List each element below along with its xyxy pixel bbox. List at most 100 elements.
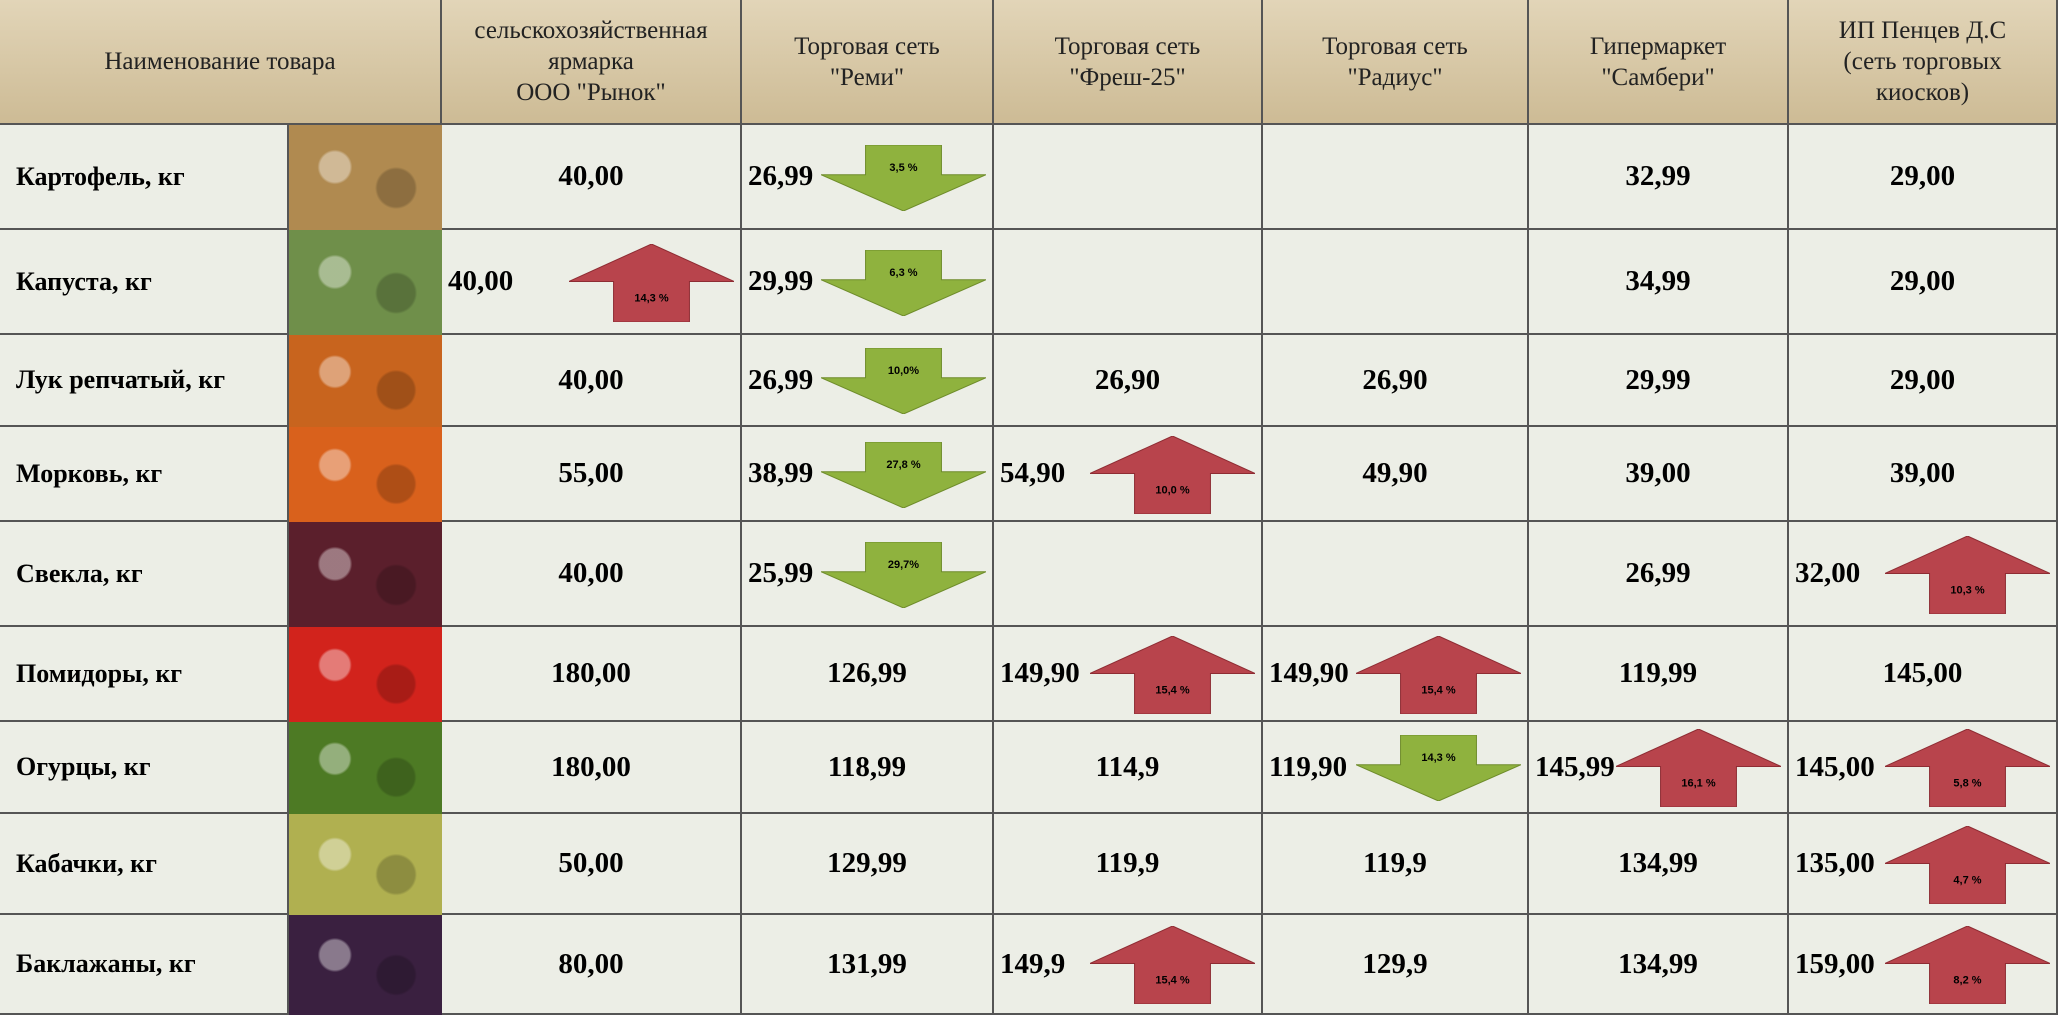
price-cell: 39,00: [1789, 427, 2058, 522]
column-header-text: Торговая сеть "Реми": [794, 31, 940, 93]
price-cell-text: 134,99: [1618, 948, 1698, 981]
price-cell: 49,90: [1263, 427, 1529, 522]
price-cell-text: 29,00: [1890, 160, 1955, 193]
product-name: Огурцы, кг: [0, 722, 289, 814]
column-header: Торговая сеть "Реми": [742, 0, 994, 125]
column-header-text: Торговая сеть "Радиус": [1322, 31, 1468, 93]
price-cell: 26,90: [1263, 335, 1529, 427]
down-arrow: 14,3 %: [1356, 735, 1521, 801]
price-cell-text: 134,99: [1618, 847, 1698, 880]
price-cell: 118,99: [742, 722, 994, 814]
column-header: Гипермаркет "Самбери": [1529, 0, 1789, 125]
price-table: Наименование товара сельскохозяйственная …: [0, 0, 2058, 1015]
price-cell-text: 32,99: [1625, 160, 1690, 193]
price-cell-text: 145,99: [1535, 751, 1615, 784]
down-arrow: 6,3 %: [821, 250, 986, 316]
price-cell-text: 180,00: [551, 751, 631, 784]
price-cell: 29,00: [1789, 230, 2058, 335]
price-cell-text: 159,00: [1795, 948, 1875, 981]
price-cell: 129,9: [1263, 915, 1529, 1015]
price-cell-text: 126,99: [827, 657, 907, 690]
product-name: Капуста, кг: [0, 230, 289, 335]
price-cell-text: 149,90: [1000, 657, 1080, 690]
price-cell-text: 40,00: [448, 265, 513, 298]
down-arrow: 10,0%: [821, 348, 986, 414]
price-cell-text: 29,99: [1625, 364, 1690, 397]
price-cell-text: 26,90: [1095, 364, 1160, 397]
column-header-text: Торговая сеть "Фреш-25": [1055, 31, 1201, 93]
price-cell-text: 54,90: [1000, 457, 1065, 490]
change-label: 14,3 %: [1421, 752, 1455, 764]
price-cell: 40,00: [442, 335, 742, 427]
price-cell-text: 119,99: [1619, 657, 1697, 690]
arrow-shape: [821, 145, 986, 211]
change-label: 4,7 %: [1953, 874, 1981, 886]
price-cell-text: 114,9: [1096, 751, 1160, 784]
price-cell-text: 135,00: [1795, 847, 1875, 880]
price-cell: 180,00: [442, 722, 742, 814]
product-name-text: Помидоры, кг: [16, 659, 182, 689]
price-cell-text: 40,00: [558, 364, 623, 397]
column-header: Торговая сеть "Фреш-25": [994, 0, 1263, 125]
column-header: ИП Пенцев Д.С (сеть торговых киосков): [1789, 0, 2058, 125]
product-photo: [289, 522, 442, 627]
up-arrow: 4,7 %: [1885, 826, 2050, 904]
arrow-shape: [821, 348, 986, 414]
change-label: 10,0%: [888, 365, 919, 377]
price-cell: 145,00: [1789, 627, 2058, 722]
price-cell-text: 26,99: [748, 160, 813, 193]
down-arrow: 27,8 %: [821, 442, 986, 508]
empty-cell: [994, 522, 1263, 627]
price-cell: 126,99: [742, 627, 994, 722]
empty-cell: [994, 230, 1263, 335]
price-cell: 54,90 10,0 %: [994, 427, 1263, 522]
arrow-shape: [1885, 536, 2050, 614]
product-name-text: Баклажаны, кг: [16, 949, 196, 979]
product-photo: [289, 814, 442, 915]
price-cell: 26,90: [994, 335, 1263, 427]
product-photo: [289, 125, 442, 230]
product-name-text: Морковь, кг: [16, 459, 162, 489]
price-cell: 29,99: [1529, 335, 1789, 427]
price-cell: 29,00: [1789, 335, 2058, 427]
arrow-shape: [1090, 436, 1255, 514]
price-cell-text: 145,00: [1795, 751, 1875, 784]
price-cell: 134,99: [1529, 915, 1789, 1015]
price-cell-text: 118,99: [828, 751, 906, 784]
empty-cell: [1263, 522, 1529, 627]
up-arrow: 14,3 %: [569, 244, 734, 322]
price-cell: 40,00 14,3 %: [442, 230, 742, 335]
column-header-text: Наименование товара: [104, 46, 335, 77]
price-cell-text: 119,9: [1096, 847, 1160, 880]
change-label: 3,5 %: [889, 162, 917, 174]
price-cell: 32,00 10,3 %: [1789, 522, 2058, 627]
price-cell-text: 131,99: [827, 948, 907, 981]
price-cell-text: 34,99: [1625, 265, 1690, 298]
price-cell-text: 49,90: [1362, 457, 1427, 490]
price-cell: 119,99: [1529, 627, 1789, 722]
price-cell: 119,9: [1263, 814, 1529, 915]
price-cell-text: 149,9: [1000, 948, 1065, 981]
price-cell-text: 145,00: [1883, 657, 1963, 690]
price-cell-text: 180,00: [551, 657, 631, 690]
product-photo: [289, 335, 442, 427]
empty-cell: [1263, 230, 1529, 335]
up-arrow: 10,0 %: [1090, 436, 1255, 514]
change-label: 10,3 %: [1950, 584, 1984, 596]
price-cell: 55,00: [442, 427, 742, 522]
price-cell-text: 55,00: [558, 457, 623, 490]
product-name: Баклажаны, кг: [0, 915, 289, 1015]
arrow-shape: [1885, 826, 2050, 904]
column-header-text: ИП Пенцев Д.С (сеть торговых киосков): [1839, 15, 2006, 108]
column-header-text: сельскохозяйственная ярмарка ООО "Рынок": [474, 15, 707, 108]
price-cell-text: 32,00: [1795, 557, 1860, 590]
arrow-shape: [569, 244, 734, 322]
change-label: 5,8 %: [1953, 778, 1981, 790]
product-photo: [289, 230, 442, 335]
price-cell: 131,99: [742, 915, 994, 1015]
up-arrow: 16,1 %: [1616, 729, 1781, 807]
column-header: Наименование товара: [0, 0, 442, 125]
